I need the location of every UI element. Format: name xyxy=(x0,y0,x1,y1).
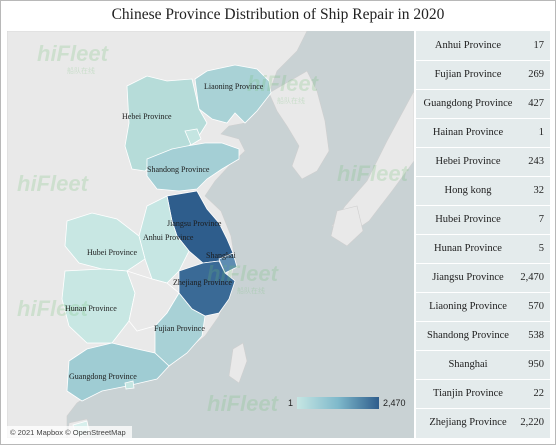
province-tianjin[interactable] xyxy=(184,128,202,146)
svg-text:船队在线: 船队在线 xyxy=(237,286,265,295)
province-liaoning[interactable] xyxy=(194,64,272,124)
table-row[interactable]: Fujian Province 269 xyxy=(416,60,550,89)
row-divider xyxy=(416,379,550,380)
table-row[interactable]: Liaoning Province 570 xyxy=(416,292,550,321)
repair-count: 2,220 xyxy=(520,417,544,428)
japan-south-land xyxy=(330,205,364,247)
province-name: Shanghai xyxy=(448,359,488,370)
repair-count: 32 xyxy=(533,185,545,196)
province-name: Shandong Province xyxy=(427,330,509,341)
row-divider xyxy=(416,350,550,351)
repair-count: 7 xyxy=(538,214,544,225)
province-name: Tianjin Province xyxy=(433,388,503,399)
svg-text:hiFleet: hiFleet xyxy=(207,391,280,416)
label-jiangsu: Jiangsu Province xyxy=(167,219,222,228)
province-name: Hubei Province xyxy=(435,214,501,225)
repair-count: 538 xyxy=(528,330,544,341)
table-row[interactable]: Jiangsu Province 2,470 xyxy=(416,263,550,292)
row-divider xyxy=(416,205,550,206)
province-name: Liaoning Province xyxy=(429,301,507,312)
svg-text:hiFleet: hiFleet xyxy=(207,261,280,286)
label-guangdong: Guangdong Province xyxy=(69,372,137,381)
repair-count: 17 xyxy=(533,40,545,51)
svg-text:船队在线: 船队在线 xyxy=(67,66,95,75)
row-divider xyxy=(416,147,550,148)
repair-count: 427 xyxy=(528,98,544,109)
row-divider xyxy=(416,408,550,409)
province-hongkong[interactable] xyxy=(124,380,135,390)
province-table: Anhui Province 17 Fujian Province 269 Guangd… xyxy=(416,31,550,438)
province-name: Hebei Province xyxy=(435,156,501,167)
watermark: hiFleet hiFleet hiFleet hiFleet hiFleet … xyxy=(17,41,410,416)
map-attribution[interactable]: © 2021 Mapbox © OpenStreetMap xyxy=(10,428,126,437)
table-row[interactable]: Shandong Province 538 xyxy=(416,321,550,350)
table-row[interactable]: Hong kong 32 xyxy=(416,176,550,205)
province-name: Guangdong Province xyxy=(423,98,513,109)
province-name: Anhui Province xyxy=(434,40,502,51)
label-hebei: Hebei Province xyxy=(122,112,172,121)
province-shandong[interactable] xyxy=(146,142,240,192)
svg-text:hiFleet: hiFleet xyxy=(17,171,90,196)
table-row[interactable]: Hunan Province 5 xyxy=(416,234,550,263)
label-fujian: Fujian Province xyxy=(154,324,205,333)
table-row[interactable]: Zhejiang Province 2,220 xyxy=(416,408,550,437)
row-divider xyxy=(416,292,550,293)
province-name: Hong kong xyxy=(444,185,492,196)
label-liaoning: Liaoning Province xyxy=(204,82,264,91)
repair-count: 269 xyxy=(528,69,544,80)
repair-count: 1 xyxy=(538,127,544,138)
province-name: Jiangsu Province xyxy=(432,272,504,283)
row-divider xyxy=(416,263,550,264)
repair-count: 950 xyxy=(528,359,544,370)
row-divider xyxy=(416,60,550,61)
table-row[interactable]: Tianjin Province 22 xyxy=(416,379,550,408)
label-shandong: Shandong Province xyxy=(147,165,210,174)
row-divider xyxy=(416,176,550,177)
repair-count: 570 xyxy=(528,301,544,312)
svg-text:hiFleet: hiFleet xyxy=(37,41,110,66)
repair-count: 2,470 xyxy=(520,272,544,283)
province-name: Zhejiang Province xyxy=(429,417,507,428)
row-divider xyxy=(416,234,550,235)
korea-land xyxy=(268,70,330,180)
repair-count: 5 xyxy=(538,243,544,254)
label-shanghai: Shanghai xyxy=(206,251,237,260)
row-divider xyxy=(416,118,550,119)
province-name: Hunan Province xyxy=(434,243,502,254)
svg-text:hiFleet: hiFleet xyxy=(337,161,410,186)
repair-count: 243 xyxy=(528,156,544,167)
table-row[interactable]: Hainan Province 1 xyxy=(416,118,550,147)
svg-text:hiFleet: hiFleet xyxy=(17,296,90,321)
row-divider xyxy=(416,321,550,322)
legend-max: 2,470 xyxy=(383,398,406,408)
taiwan-land xyxy=(228,342,248,384)
label-anhui: Anhui Province xyxy=(143,233,194,242)
table-row[interactable]: Guangdong Province 427 xyxy=(416,89,550,118)
legend-min: 1 xyxy=(288,398,293,408)
legend-gradient-bar xyxy=(297,397,379,409)
page-title: Chinese Province Distribution of Ship Re… xyxy=(111,6,445,23)
province-name: Hainan Province xyxy=(432,127,504,138)
repair-count: 22 xyxy=(533,388,545,399)
province-guangdong[interactable] xyxy=(66,342,170,402)
province-hubei[interactable] xyxy=(64,212,146,272)
table-row[interactable]: Hubei Province 7 xyxy=(416,205,550,234)
svg-text:hiFleet: hiFleet xyxy=(247,71,320,96)
color-legend: 1 2,470 xyxy=(288,397,406,409)
label-zhejiang: Zhejiang Province xyxy=(173,278,232,287)
table-row[interactable]: Shanghai 950 xyxy=(416,350,550,379)
svg-text:船队在线: 船队在线 xyxy=(277,96,305,105)
table-row[interactable]: Anhui Province 17 xyxy=(416,31,550,60)
row-divider xyxy=(416,89,550,90)
province-map[interactable]: hiFleet hiFleet hiFleet hiFleet hiFleet … xyxy=(7,31,414,438)
label-hunan: Hunan Province xyxy=(65,304,117,313)
province-name: Fujian Province xyxy=(434,69,502,80)
label-hubei: Hubei Province xyxy=(87,248,137,257)
province-hunan[interactable] xyxy=(61,268,136,344)
table-row[interactable]: Hebei Province 243 xyxy=(416,147,550,176)
